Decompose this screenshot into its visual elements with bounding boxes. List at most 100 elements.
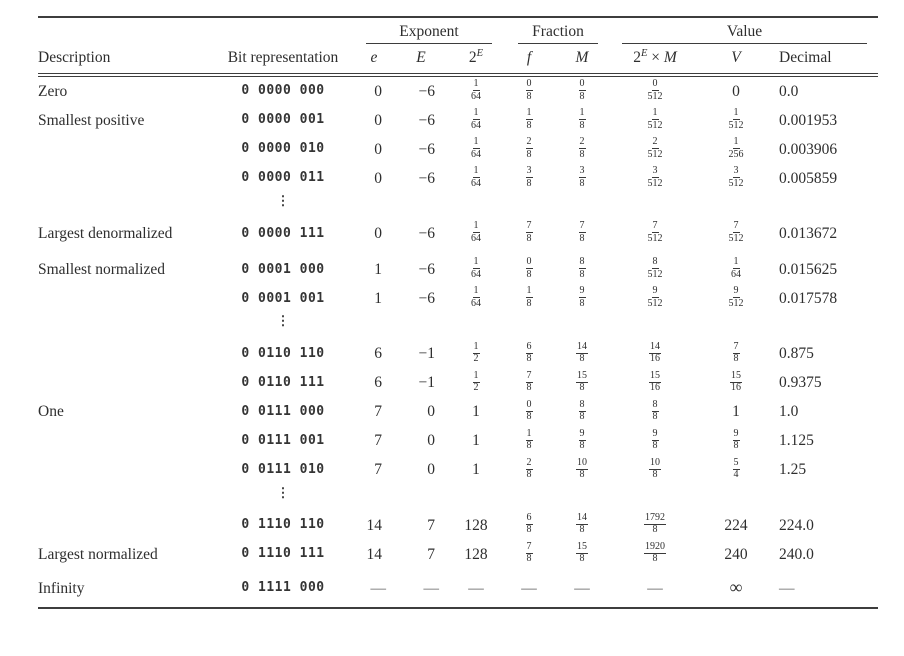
cell-text: 0 — [427, 432, 435, 450]
cell-e: — — [353, 568, 395, 610]
fraction-value: 14 8 — [576, 340, 588, 364]
cell-text: 0 0110 110 — [241, 345, 325, 361]
cell-description — [38, 164, 213, 193]
table-header: Exponent Fraction Value Description Bit … — [38, 16, 879, 77]
cell-M — [553, 313, 611, 332]
cell-description — [38, 313, 213, 332]
cell-text: 1 — [472, 432, 480, 450]
cell-bits: 0 0000 000 — [213, 75, 353, 106]
cell-bits: 0 0000 011 — [213, 164, 353, 193]
cell-bits: 0 0000 001 — [213, 106, 353, 135]
cell-prod: 9 512 — [611, 284, 699, 313]
cell-text: 0 1110 110 — [241, 517, 325, 533]
table-row: 0 0000 011 0 −6 1 64 3 8 3 8 3 512 3 512 0.005859 — [38, 164, 878, 193]
group-header-row: Exponent Fraction Value — [38, 16, 879, 44]
cell-text: 0 0000 000 — [241, 83, 325, 99]
cell-text: One — [38, 403, 64, 421]
cell-text: −6 — [418, 82, 436, 100]
cell-E: −6 — [395, 106, 447, 135]
cell-bits: 0 0111 000 — [213, 398, 353, 427]
column-header-e: e — [353, 44, 395, 77]
cell-text: 14 — [366, 516, 383, 534]
cell-text: 1 — [732, 403, 740, 421]
cell-M: 10 8 — [553, 456, 611, 485]
fraction-value: 1920 8 — [644, 540, 666, 565]
cell-text: 0 — [374, 225, 382, 243]
cell-description: Zero — [38, 75, 213, 106]
cell-description: Smallest normalized — [38, 248, 213, 284]
cell-dec: 0.875 — [773, 333, 878, 369]
cell-E — [395, 485, 447, 504]
cell-text: 0.013672 — [779, 225, 838, 243]
cell-e — [353, 485, 395, 504]
cell-text: 0 0111 001 — [241, 432, 325, 448]
em-dash: — — [574, 579, 590, 597]
cell-text: 0 0111 010 — [241, 461, 325, 477]
cell-text: 1 — [472, 403, 480, 421]
table-row: 0 0111 001 7 0 1 1 8 9 8 9 8 9 8 1.125 — [38, 427, 878, 456]
cell-prod: 1920 8 — [611, 540, 699, 569]
table-row: Smallest positive 0 0000 001 0 −6 1 64 1 8 1 8 1 51… — [38, 106, 878, 135]
cell-e: 6 — [353, 333, 395, 369]
cell-text: 0 0000 010 — [241, 141, 325, 157]
book-page: Exponent Fraction Value Description Bit … — [0, 16, 904, 656]
fraction-value: 3 512 — [728, 165, 744, 189]
cell-text: Largest denormalized — [38, 225, 173, 243]
fraction-value: 1 512 — [647, 107, 663, 131]
cell-text: 1.0 — [779, 403, 799, 421]
cell-prod: — — [611, 568, 699, 610]
infinity-symbol: ∞ — [729, 576, 743, 597]
cell-prod: 8 512 — [611, 248, 699, 284]
cell-e: 7 — [353, 456, 395, 485]
cell-V: 9 512 — [699, 284, 773, 313]
vertical-ellipsis: ⋮ — [276, 485, 290, 501]
vertical-ellipsis: ⋮ — [276, 314, 290, 330]
fraction-value: 1 64 — [731, 256, 741, 280]
cell-f — [505, 485, 553, 504]
cell-text: 7 — [374, 461, 382, 479]
cell-text: 7 — [374, 403, 382, 421]
em-dash: — — [647, 579, 663, 597]
cell-text: 0.017578 — [779, 290, 838, 308]
cell-text: 0 0111 000 — [241, 403, 325, 419]
cell-text: −6 — [418, 111, 436, 129]
table-row: Largest normalized 0 1110 111 14 7 128 7 8 15 8 1… — [38, 540, 878, 569]
fraction-value: 1 64 — [471, 220, 481, 244]
cell-V: 1 512 — [699, 106, 773, 135]
cell-twoE: 1 64 — [447, 75, 505, 106]
cell-M: 15 8 — [553, 540, 611, 569]
floating-point-table: Exponent Fraction Value Description Bit … — [38, 16, 879, 610]
cell-M — [553, 193, 611, 212]
cell-twoE: 1 64 — [447, 212, 505, 248]
table-row: Largest denormalized 0 0000 111 0 −6 1 64 7 8 7 8… — [38, 212, 878, 248]
fraction-value: 0 512 — [647, 78, 663, 102]
table-row: Zero 0 0000 000 0 −6 1 64 0 8 0 8 0 512 0 0.0 — [38, 75, 878, 106]
cell-E: 0 — [395, 398, 447, 427]
fraction-value: 15 8 — [576, 369, 588, 393]
cell-text: 224.0 — [779, 516, 814, 534]
cell-E: 7 — [395, 540, 447, 569]
cell-M: 14 8 — [553, 333, 611, 369]
cell-text: 14 — [366, 545, 383, 563]
cell-text: 0 — [374, 140, 382, 158]
cell-description — [38, 193, 213, 212]
group-spacer — [38, 16, 353, 44]
group-fraction: Fraction — [505, 16, 611, 44]
column-header-M: M — [553, 44, 611, 77]
cell-prod: 1792 8 — [611, 504, 699, 540]
cell-text: 1 — [374, 261, 382, 279]
fraction-value: 7 512 — [647, 220, 663, 244]
table-row: 0 0111 010 7 0 1 2 8 10 8 10 8 5 4 1.25 — [38, 456, 878, 485]
fraction-value: 1 64 — [471, 78, 481, 102]
vertical-ellipsis: ⋮ — [276, 194, 290, 209]
cell-text: Zero — [38, 82, 68, 100]
cell-text: Smallest normalized — [38, 261, 165, 279]
cell-bits: ⋮ — [213, 485, 353, 504]
